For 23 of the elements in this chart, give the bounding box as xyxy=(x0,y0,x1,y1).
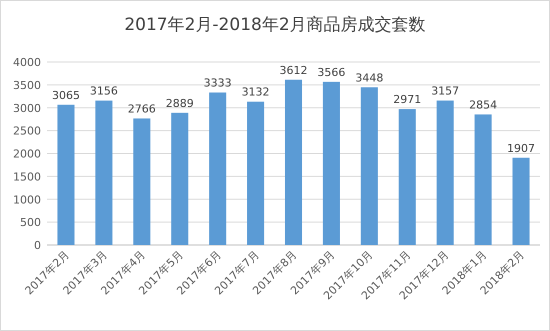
y-tick-label: 3500 xyxy=(13,78,41,92)
data-label: 3065 xyxy=(52,88,80,102)
y-tick-label: 2500 xyxy=(13,124,41,138)
y-tick-label: 3000 xyxy=(13,102,41,115)
data-label: 3448 xyxy=(355,71,384,84)
y-tick-label: 0 xyxy=(34,239,41,252)
data-label: 3156 xyxy=(90,84,118,98)
y-tick-label: 1500 xyxy=(13,170,41,184)
data-label: 3333 xyxy=(204,76,232,90)
data-label: 2766 xyxy=(128,102,156,116)
data-label: 2854 xyxy=(469,98,498,112)
data-label: 3566 xyxy=(317,66,346,79)
y-tick-label: 4000 xyxy=(13,56,41,69)
data-label: 3612 xyxy=(280,64,308,77)
title: 2017年2月-2018年2月商品房成交套数 xyxy=(124,15,426,35)
data-label: 2971 xyxy=(393,93,422,106)
data-label: 1907 xyxy=(507,142,536,155)
data-label: 2889 xyxy=(166,96,194,110)
data-label: 3157 xyxy=(431,84,460,98)
y-tick-label: 2000 xyxy=(13,148,41,160)
y-tick-label: 500 xyxy=(20,216,41,230)
data-label: 3132 xyxy=(242,86,270,99)
y-tick-label: 1000 xyxy=(13,193,41,206)
